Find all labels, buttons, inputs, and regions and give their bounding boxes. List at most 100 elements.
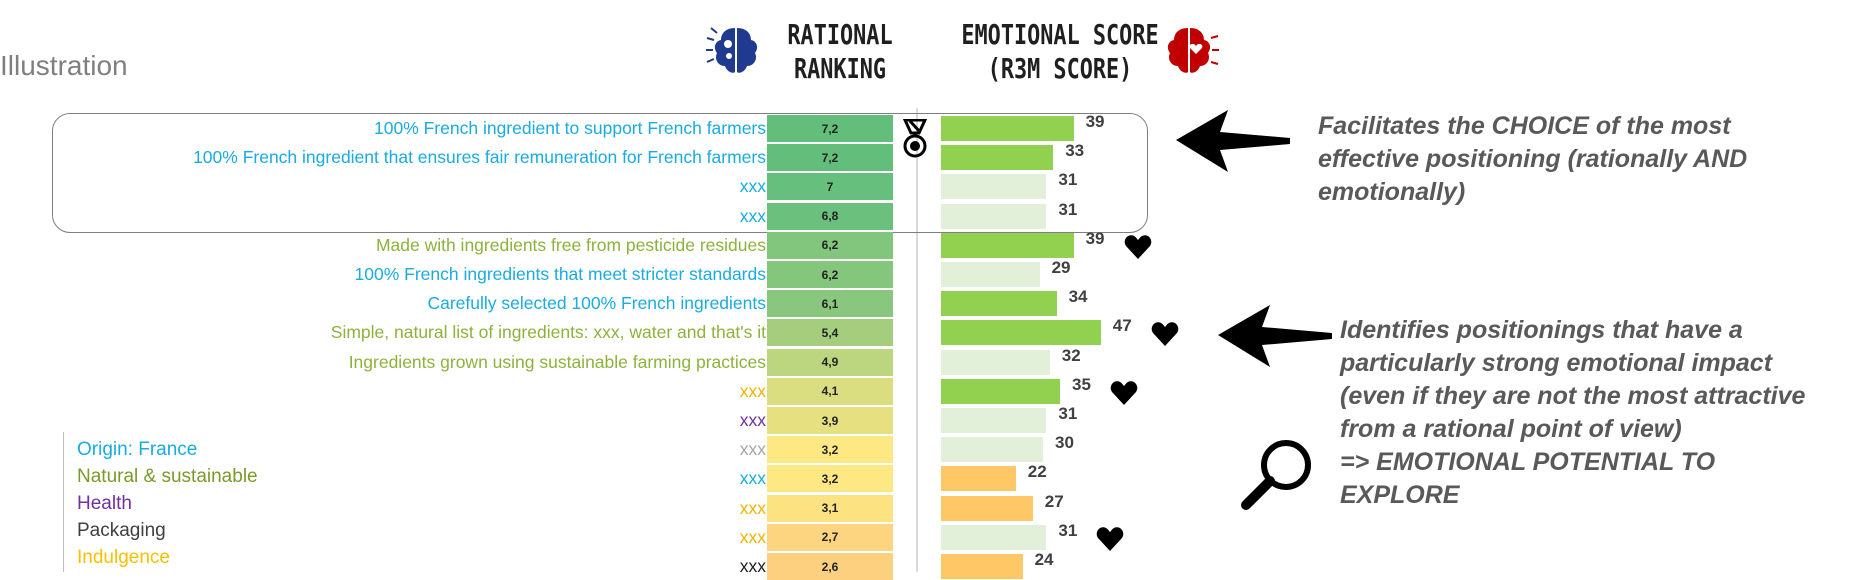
positioning-label: 100% French ingredient to support French… <box>374 118 766 138</box>
positioning-label: xxx <box>739 556 766 576</box>
rational-ranking-header: RATIONAL RANKING <box>762 18 918 86</box>
emotional-score-value: 31 <box>1058 199 1078 219</box>
emotional-score-bar <box>941 495 1033 521</box>
emotional-score-value: 24 <box>1034 550 1054 569</box>
heart-icon <box>1097 527 1124 551</box>
positioning-label: xxx <box>739 380 766 401</box>
positioning-label: Carefully selected 100% French ingredien… <box>427 293 766 314</box>
rational-rank-cell: 3,2 <box>767 436 893 464</box>
arrow-left-icon <box>1218 305 1332 367</box>
emotional-score-value: 29 <box>1051 258 1071 277</box>
emotional-header-line2: (R3M SCORE) <box>987 52 1133 85</box>
rational-rank-cell: 2,6 <box>767 553 893 580</box>
positioning-label: xxx <box>739 176 766 197</box>
positioning-label: Ingredients grown using sustainable farm… <box>348 351 766 372</box>
brain-gears-icon <box>706 27 758 73</box>
emotional-score-bar <box>941 524 1047 550</box>
rational-rank-cell: 6,2 <box>767 231 893 259</box>
illustration-label: Illustration <box>0 50 128 81</box>
positioning-label: xxx <box>739 410 766 430</box>
emotional-score-bar <box>941 262 1040 287</box>
rational-rank-cell: 5,4 <box>767 319 893 347</box>
emotional-score-value: 31 <box>1058 170 1078 190</box>
emotional-axis-line <box>916 108 918 572</box>
brain-heart-icon <box>1167 28 1219 73</box>
emotional-score-value: 34 <box>1068 287 1088 307</box>
rational-rank-cell: 3,2 <box>767 465 893 493</box>
choice-note-line: emotionally) <box>1318 178 1466 206</box>
rational-rank-cell: 7 <box>767 173 893 201</box>
emotional-score-bar <box>941 174 1047 200</box>
emotional-score-bar <box>941 145 1054 171</box>
positioning-label: xxx <box>739 497 766 518</box>
emotional-score-value: 31 <box>1058 520 1078 540</box>
choice-note-line: effective positioning (rationally AND <box>1318 145 1748 173</box>
positioning-label: xxx <box>739 526 766 547</box>
legend-item-packaging: Packaging <box>77 520 166 541</box>
arrow-left-icon <box>1176 110 1290 172</box>
emotional-score-header: EMOTIONAL SCORE (R3M SCORE) <box>935 18 1185 86</box>
rational-rank-cell: 7,2 <box>767 144 893 172</box>
positioning-label: Made with ingredients free from pesticid… <box>375 234 766 255</box>
emotional-score-value: 35 <box>1072 374 1091 394</box>
choice-note: Facilitates the CHOICE of the most effec… <box>1318 110 1747 209</box>
emotional-score-value: 22 <box>1027 462 1047 482</box>
rational-header-line1: RATIONAL <box>787 18 893 51</box>
emotional-score-value: 30 <box>1055 433 1074 453</box>
heart-icon <box>1124 235 1151 259</box>
emotional-score-bar <box>941 320 1101 346</box>
legend-item-health: Health <box>77 493 132 514</box>
emotional-score-value: 31 <box>1058 404 1078 423</box>
emotional-score-value: 27 <box>1044 491 1064 511</box>
emotional-score-value: 39 <box>1085 112 1105 131</box>
magnifier-icon <box>1241 440 1311 510</box>
rational-rank-cell: 6,1 <box>767 290 893 318</box>
emotional-note-line: particularly strong emotional impact <box>1340 349 1773 377</box>
rational-rank-cell: 6,2 <box>767 261 893 288</box>
emotional-score-bar <box>941 203 1047 229</box>
emotional-note-line: => EMOTIONAL POTENTIAL TO <box>1340 448 1716 476</box>
legend-rule <box>63 432 64 572</box>
rational-rank-cell: 3,9 <box>767 407 893 434</box>
emotional-score-value: 33 <box>1065 141 1085 161</box>
emotional-score-bar <box>941 291 1057 317</box>
rational-rank-cell: 6,8 <box>767 202 893 230</box>
emotional-header-line1: EMOTIONAL SCORE <box>961 18 1159 51</box>
positioning-label: xxx <box>739 205 766 226</box>
positioning-label: Simple, natural list of ingredients: xxx… <box>330 322 766 343</box>
emotional-score-value: 39 <box>1085 228 1105 248</box>
emotional-score-bar <box>941 466 1016 492</box>
rational-rank-cell: 7,2 <box>767 115 893 142</box>
rational-header-line2: RANKING <box>793 52 887 85</box>
positioning-label: 100% French ingredients that meet strict… <box>354 264 766 284</box>
legend-item-natural: Natural & sustainable <box>77 466 258 487</box>
emotional-note-line: (even if they are not the most attractiv… <box>1340 382 1806 410</box>
rational-rank-cell: 4,1 <box>767 377 893 405</box>
emotional-score-value: 47 <box>1112 316 1132 336</box>
emotional-note-line: Identifies positionings that have a <box>1340 316 1743 344</box>
emotional-score-value: 32 <box>1061 345 1081 365</box>
emotional-note-line: EXPLORE <box>1340 481 1460 509</box>
choice-note-line: Facilitates the CHOICE of the most <box>1318 112 1731 140</box>
emotional-note: Identifies positionings that have a part… <box>1340 314 1805 512</box>
legend-item-origin: Origin: France <box>77 439 198 460</box>
emotional-score-bar <box>941 232 1074 258</box>
emotional-score-bar <box>941 437 1043 463</box>
emotional-score-bar <box>941 408 1047 433</box>
emotional-score-bar <box>941 349 1050 375</box>
emotional-score-bar <box>941 378 1060 404</box>
positioning-label: xxx <box>739 468 766 489</box>
emotional-note-line: from a rational point of view) <box>1340 415 1682 443</box>
top-positions-highlight-box <box>52 113 1148 233</box>
positioning-label: 100% French ingredient that ensures fair… <box>193 147 766 168</box>
emotional-score-bar <box>941 554 1023 579</box>
heart-icon <box>1151 322 1179 347</box>
emotional-score-bar <box>941 116 1074 141</box>
medal-icon <box>902 119 928 158</box>
heart-icon <box>1110 381 1138 405</box>
rational-rank-cell: 4,9 <box>767 348 893 376</box>
rational-rank-cell: 2,7 <box>767 523 893 551</box>
positioning-label: xxx <box>739 439 766 460</box>
rational-rank-cell: 3,1 <box>767 494 893 522</box>
legend-item-indulgence: Indulgence <box>77 547 170 568</box>
